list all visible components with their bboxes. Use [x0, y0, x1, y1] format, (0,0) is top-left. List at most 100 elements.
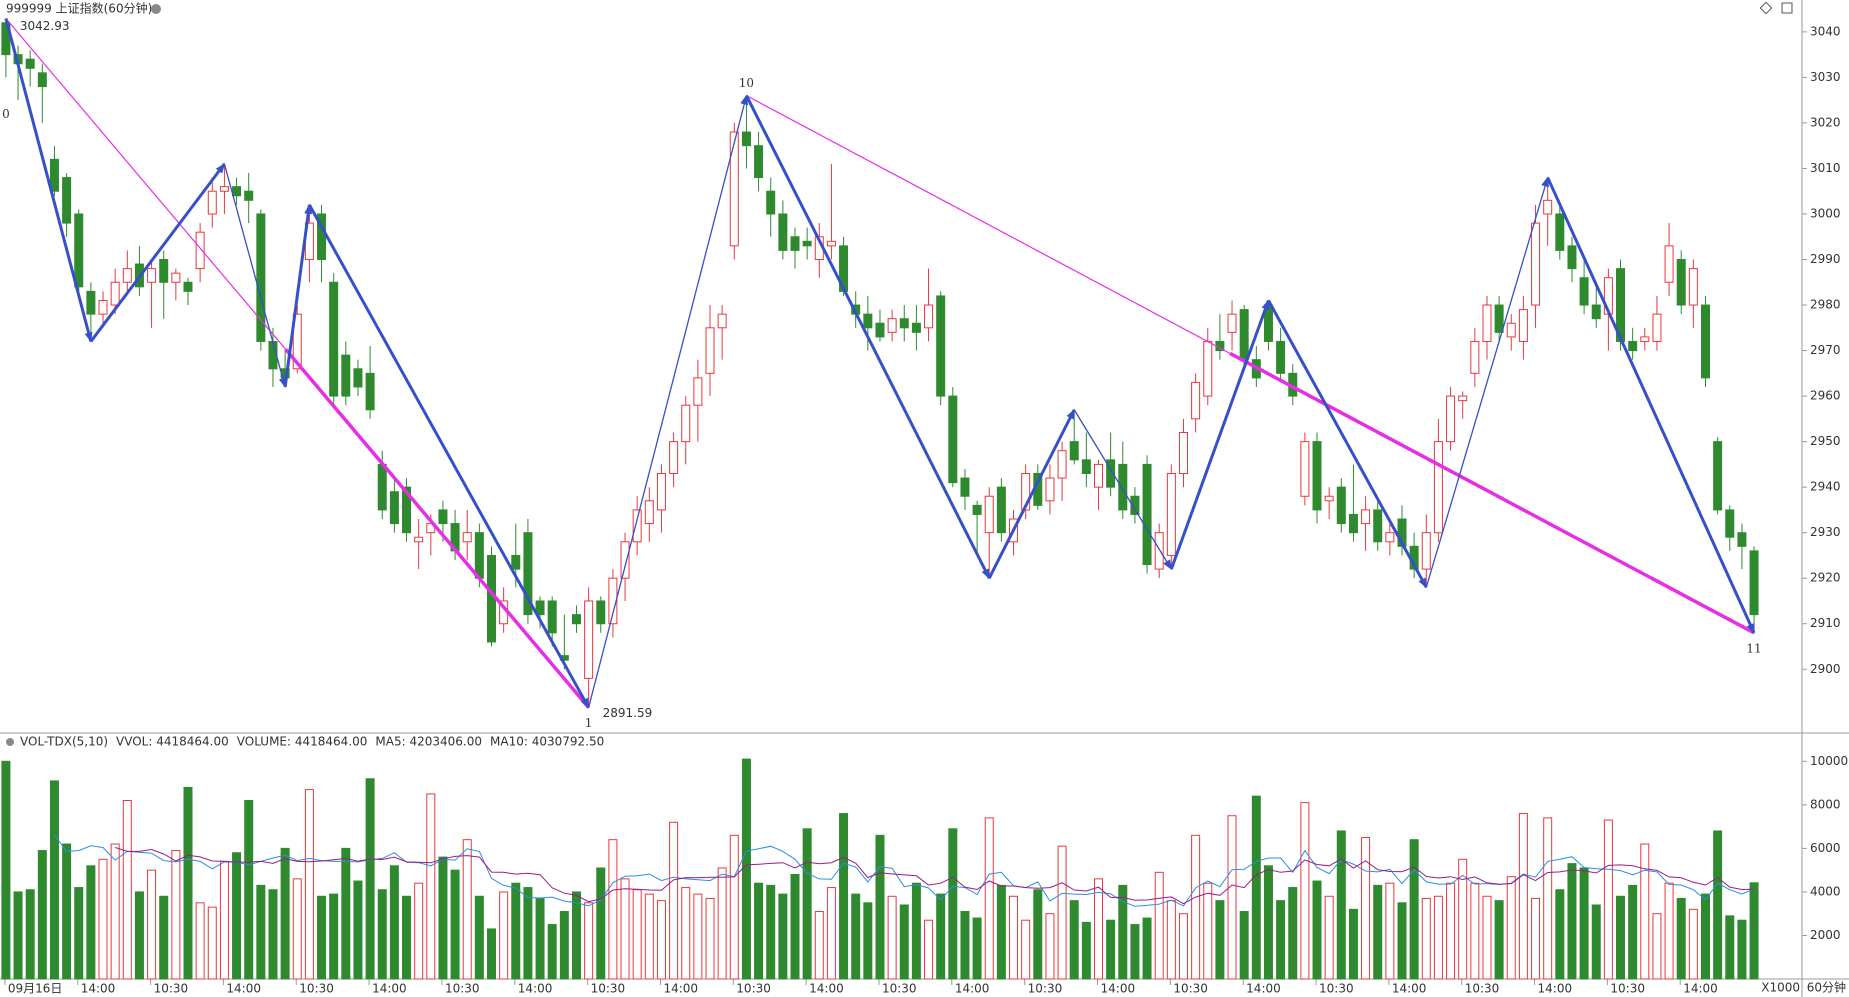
volume-bar — [1518, 813, 1528, 980]
candle-body — [1118, 463, 1128, 511]
candle-body — [462, 532, 472, 543]
volume-header: VOLUME: 4418464.00 — [237, 735, 368, 749]
volume-bar — [1263, 865, 1273, 980]
volume-bar — [948, 828, 958, 980]
candle-body — [1591, 304, 1601, 320]
candle-body — [1433, 441, 1443, 534]
volume-bar — [741, 758, 751, 980]
volume-bar — [1251, 795, 1261, 980]
candle-body — [1506, 322, 1516, 338]
volume-bar — [1640, 843, 1650, 980]
zigzag-segment — [1073, 409, 1172, 570]
candle-body — [195, 231, 205, 270]
candle-body — [717, 313, 727, 329]
volume-bar — [37, 850, 47, 980]
candle-body — [1227, 313, 1237, 333]
y-tick-label: 2940 — [1810, 480, 1841, 494]
volume-bar — [1482, 895, 1492, 980]
candle-body — [523, 532, 533, 616]
volume-bar — [1531, 897, 1541, 980]
volume-bar — [596, 867, 606, 980]
volume-bar — [195, 902, 205, 980]
candle-body — [766, 190, 776, 215]
volume-bar — [972, 917, 982, 980]
volume-bar — [1227, 815, 1237, 980]
volume-bar — [911, 882, 921, 980]
candle-body — [705, 327, 715, 374]
candle-body — [608, 577, 618, 625]
volume-bar — [523, 887, 533, 980]
y-tick-label: 2910 — [1810, 616, 1841, 630]
volume-bar — [1094, 878, 1103, 980]
zigzag-segment — [283, 203, 313, 388]
candle-body — [571, 614, 581, 625]
candle-body — [438, 509, 448, 525]
candle-body — [754, 145, 764, 179]
volume-bar — [1057, 845, 1067, 980]
candle-body — [353, 368, 363, 388]
diamond-icon[interactable] — [1759, 1, 1773, 15]
volume-bar — [1652, 913, 1662, 980]
volume-bar — [1215, 900, 1225, 980]
candle-body — [1312, 441, 1322, 511]
y-tick-label: 2900 — [1810, 662, 1841, 676]
volume-bar — [1664, 882, 1674, 980]
volume-bar — [1725, 915, 1735, 980]
candle-body — [656, 472, 666, 511]
volume-bar — [1397, 902, 1407, 980]
zigzag-segment — [1425, 176, 1549, 588]
candle-body — [1239, 309, 1249, 361]
volume-bar — [1081, 921, 1091, 980]
candle-body — [1482, 304, 1492, 342]
candle-body — [1701, 304, 1710, 379]
volume-tick-label: 2000 — [1810, 928, 1841, 942]
candle-body — [389, 491, 399, 525]
volume-bar — [729, 834, 739, 980]
zigzag-segment — [587, 94, 749, 708]
candle-body — [1567, 245, 1577, 270]
volume-bar — [1324, 895, 1334, 980]
square-icon[interactable] — [1781, 2, 1793, 14]
candle-body — [778, 213, 788, 251]
volume-bar — [414, 882, 424, 980]
title-menu[interactable] — [151, 4, 161, 14]
volume-bar — [232, 852, 242, 980]
y-tick-label: 3020 — [1810, 115, 1841, 129]
candle-body — [25, 58, 35, 69]
candle-body — [98, 299, 108, 315]
volume-bar — [863, 902, 873, 980]
candle-body — [341, 354, 351, 397]
candle-body — [741, 131, 751, 147]
candle-body — [887, 318, 897, 333]
volume-unit: X1000 — [1761, 981, 1800, 995]
x-tick-label: 10:30 — [591, 982, 626, 996]
candle-body — [972, 504, 982, 515]
volume-bar — [1118, 884, 1128, 980]
candle-body — [681, 404, 691, 443]
candle-body — [1628, 340, 1638, 352]
zigzag-segment — [1546, 176, 1756, 634]
candle-body — [377, 463, 387, 511]
candle-body — [911, 322, 921, 333]
volume-bar — [547, 924, 557, 980]
volume-bar — [1567, 863, 1577, 980]
candle-body — [1045, 477, 1055, 502]
volume-bar — [1555, 889, 1565, 980]
candle-body — [1385, 532, 1395, 543]
volume-bar — [1616, 895, 1626, 980]
volume-bar — [814, 911, 824, 980]
volume-bar — [219, 860, 229, 980]
volume-bar — [924, 919, 934, 980]
candle-body — [474, 532, 484, 579]
x-tick-label: 14:00 — [1101, 982, 1136, 996]
volume-bar — [644, 893, 654, 980]
x-tick-label: 10:30 — [1465, 982, 1500, 996]
candle-body — [1191, 381, 1201, 420]
volume-bar — [936, 893, 946, 980]
volume-tick-label: 8000 — [1810, 797, 1841, 811]
volume-bar — [1142, 917, 1152, 980]
y-tick-label: 3010 — [1810, 161, 1841, 175]
candle-body — [1446, 395, 1456, 443]
